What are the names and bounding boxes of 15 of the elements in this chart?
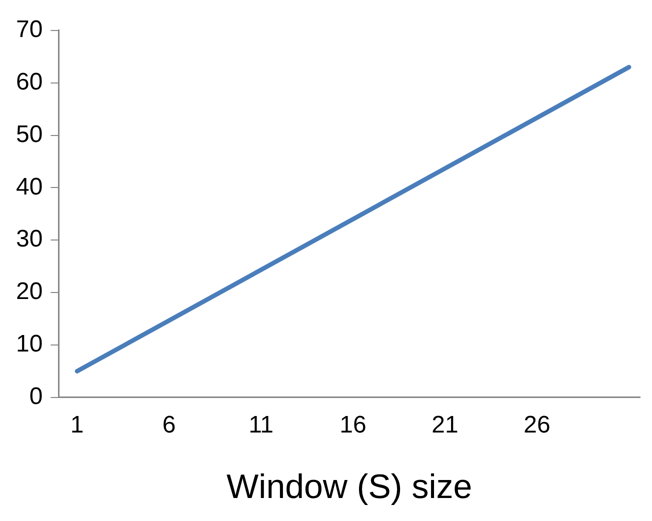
- y-tick-label: 50: [16, 120, 43, 148]
- y-tick-label: 40: [16, 173, 43, 200]
- x-axis-title: Window (S) size: [226, 468, 472, 506]
- y-tick-label: 70: [16, 16, 43, 44]
- x-tick-label: 6: [162, 411, 176, 438]
- x-tick-label: 1: [70, 411, 84, 438]
- x-tick-label: 11: [248, 411, 274, 438]
- y-tick-label: 60: [16, 68, 43, 96]
- x-tick-label: 16: [340, 411, 366, 438]
- y-tick-label: 10: [16, 330, 43, 358]
- y-tick-label: 20: [16, 278, 43, 306]
- x-tick-label: 21: [432, 411, 458, 438]
- y-tick-label: 30: [16, 226, 43, 253]
- y-tick-label: 0: [29, 383, 43, 410]
- x-tick-label: 26: [524, 411, 550, 438]
